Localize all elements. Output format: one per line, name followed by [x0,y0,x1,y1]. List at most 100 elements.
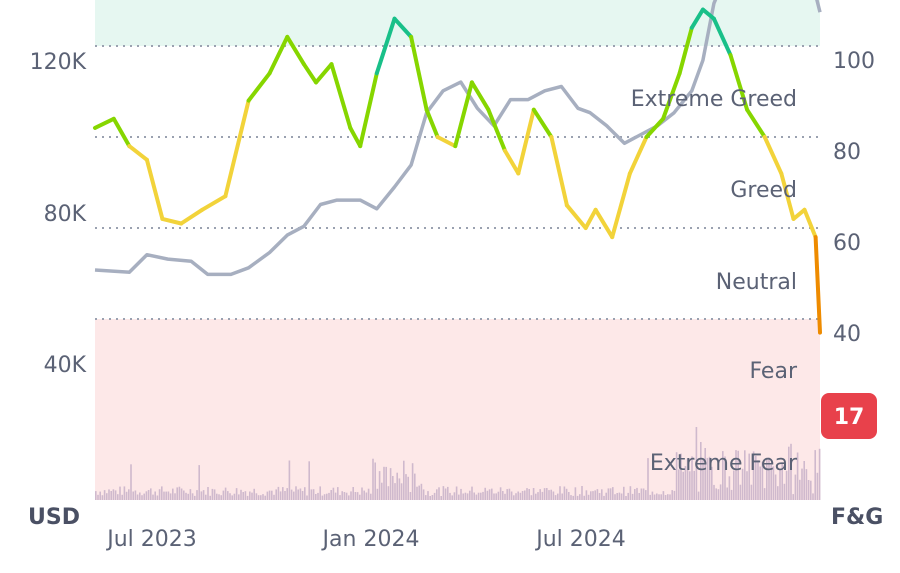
fear-greed-segment [374,16,397,76]
volume-bar [196,490,198,500]
zone-label: Extreme Greed [631,87,797,112]
volume-bar [504,493,506,500]
volume-bar [708,456,711,500]
left-axis-ticks: 120K 80K 40K [30,50,87,378]
volume-bar [218,494,220,500]
right-axis-tick: 60 [833,231,861,256]
volume-bar [497,491,500,500]
volume-bar [684,466,687,500]
volume-bar [781,463,783,500]
volume-bar [136,494,139,500]
volume-bar [519,492,522,500]
volume-bar [125,491,128,500]
volume-bar [332,487,335,500]
volume-bar [273,494,275,500]
volume-bar [161,486,163,500]
volume-bar [598,493,601,500]
volume-bar [315,494,317,500]
volume-bar [200,491,203,500]
volume-bar [587,494,590,500]
volume-bar [642,488,645,500]
volume-bar [374,462,376,500]
fear-greed-segment [424,107,440,139]
volume-bar [427,491,429,500]
volume-bar [383,466,385,500]
volume-bar [801,468,803,500]
fear-greed-segment [409,34,429,112]
volume-bar [398,478,401,500]
fear-greed-segment [762,135,784,176]
volume-bar [361,487,363,500]
volume-bar [235,488,238,500]
volume-bar [354,492,357,500]
volume-bar [431,495,434,500]
volume-bar [158,489,161,500]
volume-bar [341,491,343,500]
volume-bar [627,492,629,500]
volume-bar [279,491,282,500]
volume-bar [669,494,671,500]
volume-bar [97,494,99,500]
volume-bar [147,490,150,500]
fear-greed-segment [531,107,554,139]
fear-greed-segment [503,148,521,176]
fear-greed-segment [583,207,598,230]
volume-bar [257,495,260,500]
fear-greed-segment [516,107,536,176]
right-axis-ticks: 100 80 60 40 [833,49,875,347]
volume-bar [165,491,167,500]
volume-bar [739,484,742,500]
volume-bar [130,464,132,500]
fear-greed-segment [593,207,615,240]
volume-bar [810,480,812,500]
volume-bar [198,465,200,500]
volume-bar [400,483,403,500]
volume-bar [143,493,145,500]
fear-greed-segment [246,71,272,103]
volume-bar [480,492,482,500]
volume-bar [574,487,577,500]
volume-bar [785,470,788,500]
volume-bar [686,458,689,500]
volume-bar [484,487,486,500]
volume-bar [392,476,394,500]
volume-bar [101,495,104,500]
volume-bar [444,488,447,500]
fear-greed-segment [223,98,251,199]
volume-bar [667,494,669,500]
current-value-badge: 17 [821,393,877,439]
volume-bar [814,450,816,500]
volume-bar [570,495,572,500]
zone-label: Greed [730,178,797,203]
volume-bar [405,474,407,500]
volume-bar [730,489,733,500]
left-axis-tick: 80K [44,202,87,227]
volume-bar [440,496,442,500]
volume-bar [323,494,326,500]
volume-bar [748,453,750,500]
volume-bar [491,488,493,500]
fear-greed-segment [127,144,149,162]
volume-bar [502,491,504,500]
volume-bar [733,470,735,500]
volume-bar [442,486,445,500]
volume-bar [356,492,359,500]
volume-bar [306,495,308,500]
fear-greed-segment [627,135,649,176]
fear-greed-segment [144,157,165,221]
volume-bar [548,490,550,500]
volume-bar [768,457,770,500]
extreme-fear-zone [95,319,820,500]
volume-bar [634,489,636,500]
volume-bar [194,495,196,500]
volume-bar [145,491,148,500]
fear-greed-series [93,7,822,335]
fear-greed-segment [711,16,733,58]
volume-bar [783,483,786,500]
extreme-greed-zone [95,0,820,46]
volume-bar [535,493,537,500]
volume-bar [121,494,123,500]
volume-bar [284,491,286,500]
volume-bar [334,492,337,500]
volume-bar [506,489,508,500]
